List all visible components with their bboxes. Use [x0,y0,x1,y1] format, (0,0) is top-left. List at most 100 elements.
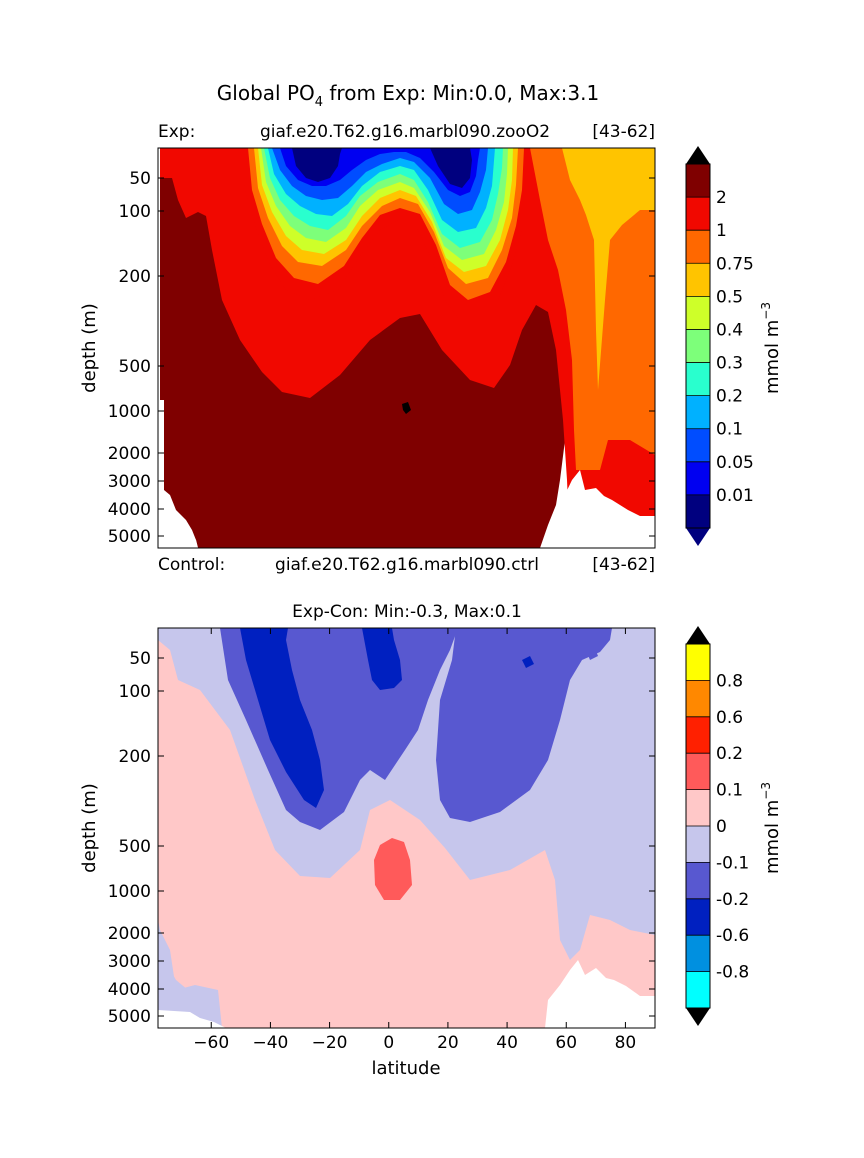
top-colorbar-swatch [686,263,710,297]
top-colorbar-label: 0.01 [716,486,754,506]
bottom-depth-ticks: 50 100 200 500 1000 2000 3000 4000 5000 [108,649,655,1027]
top-colorbar-label: 2 [716,188,727,208]
bottom-band-neg06-neg02-c [522,656,534,668]
bottom-depth-tick-label: 100 [119,682,151,702]
top-ylabel: depth (m) [79,303,100,393]
control-years: [43-62] [592,555,655,575]
latitude-tick-label: 80 [615,1033,637,1053]
top-depth-tick-label: 200 [119,267,151,287]
bottom-colorbar-label: -0.6 [716,926,749,946]
latitude-tick-label: 60 [555,1033,577,1053]
bottom-colorbar-label: -0.2 [716,890,749,910]
latitude-tick-label: 20 [437,1033,459,1053]
top-colorbar-extend-top [686,146,710,164]
bottom-land-mask-south [158,1010,226,1028]
bottom-colorbar-label: 0.6 [716,708,743,728]
top-depth-tick-label: 1000 [108,402,151,422]
bottom-colorbar-swatch [686,971,710,1009]
bottom-ylabel: depth (m) [79,783,100,873]
bottom-contour-plot [158,628,655,1028]
top-depth-tick-label: 100 [119,202,151,222]
top-colorbar-label: 0.1 [716,420,743,440]
exp-years: [43-62] [592,122,655,142]
bottom-latitude-ticks: −60 −40 −20 0 20 40 60 80 [193,628,636,1053]
top-colorbar-extend-bottom [686,528,710,546]
bottom-band-neg06-neg02-b [362,628,402,690]
top-depth-tick-label: 4000 [108,500,151,520]
figure-title: Global PO4 from Exp: Min:0.0, Max:3.1 [217,81,599,110]
bottom-xlabel: latitude [371,1058,440,1079]
latitude-tick-label: −20 [312,1033,348,1053]
top-depth-tick-label: 5000 [108,527,151,547]
bottom-colorbar-label: 0.1 [716,781,743,801]
bottom-band-neg02-neg01-b [436,628,612,822]
bottom-colorbar-swatch [686,898,710,936]
bottom-colorbar-swatch [686,826,710,863]
bottom-depth-tick-label: 1000 [108,882,151,902]
latitude-tick-label: 40 [496,1033,518,1053]
top-band-under-mid [292,148,342,182]
latitude-tick-label: −60 [193,1033,229,1053]
top-colorbar-unit: mmol m−3 [759,302,783,394]
bottom-colorbar: -0.8 -0.6 -0.2 -0.1 0 0.1 0.2 0.6 0.8 [685,626,749,1026]
top-colorbar-swatch [686,461,710,496]
bottom-colorbar-extend-top [686,626,710,644]
bottom-colorbar-swatch [686,716,710,754]
top-colorbar-swatch [686,494,710,529]
top-depth-tick-label: 3000 [108,472,151,492]
top-blip [402,402,411,414]
top-colorbar-label: 0.05 [716,453,754,473]
bottom-colorbar-unit: mmol m−3 [759,782,783,874]
control-label: Control: [158,555,225,575]
control-case-name: giaf.e20.T62.g16.marbl090.ctrl [275,555,539,575]
bottom-land-mask-north [545,960,655,1028]
top-colorbar-label: 0.5 [716,287,743,307]
bottom-colorbar-swatch [686,680,710,718]
bottom-colorbar-label: -0.1 [716,853,749,873]
top-colorbar-swatch [686,428,710,463]
bottom-colorbar-swatch [686,644,710,681]
bottom-colorbar-label: -0.8 [716,963,749,983]
bottom-colorbar-label: 0.8 [716,671,743,691]
top-band-under-mid2 [430,148,472,188]
top-colorbar-label: 1 [716,221,727,241]
exp-case-name: giaf.e20.T62.g16.marbl090.zooO2 [260,122,550,142]
bottom-depth-tick-label: 2000 [108,924,151,944]
bottom-depth-tick-label: 5000 [108,1007,151,1027]
top-land-mask [164,510,198,548]
bottom-plot-frame [157,627,656,1029]
latitude-tick-label: −40 [252,1033,288,1053]
top-band-075-1 [530,148,655,470]
top-colorbar-swatch [686,362,710,397]
top-band-05-075 [562,148,655,390]
bottom-depth-tick-label: 3000 [108,952,151,972]
bottom-colorbar-swatch [686,935,710,973]
top-plot-frame [157,147,656,549]
bottom-colorbar-swatch [686,862,710,900]
bottom-band-neg06-neg02-a [240,628,324,808]
latitude-tick-label: 0 [383,1033,394,1053]
bottom-colorbar-label: 0 [716,817,727,837]
top-colorbar-swatch [686,197,710,231]
top-depth-tick-label: 2000 [108,444,151,464]
top-colorbar-label: 0.4 [716,320,743,340]
top-colorbar-swatch [686,395,710,430]
top-colorbar-swatch [686,230,710,264]
top-colorbar-swatch [686,296,710,330]
bottom-title: Exp-Con: Min:-0.3, Max:0.1 [292,602,522,622]
top-land-mask-north [545,470,655,548]
bottom-band-0-01 [158,640,655,1028]
bottom-depth-tick-label: 4000 [108,980,151,1000]
bottom-depth-tick-label: 50 [129,649,151,669]
top-depth-tick-label: 50 [129,169,151,189]
top-colorbar-frame [685,163,711,529]
bottom-colorbar-swatch [686,789,710,827]
bottom-depth-tick-label: 500 [119,837,151,857]
bottom-colorbar-label: 0.2 [716,744,743,764]
bottom-band-neg02-neg01-c [586,646,598,660]
top-contour-plot [158,148,655,548]
bottom-depth-tick-label: 200 [119,747,151,767]
top-depth-tick-label: 500 [119,357,151,377]
top-colorbar-swatch [686,164,710,198]
